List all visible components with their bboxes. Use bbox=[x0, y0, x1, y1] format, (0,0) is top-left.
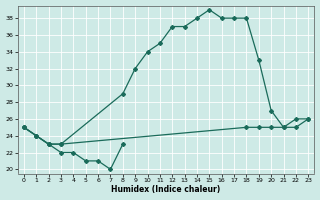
X-axis label: Humidex (Indice chaleur): Humidex (Indice chaleur) bbox=[111, 185, 221, 194]
